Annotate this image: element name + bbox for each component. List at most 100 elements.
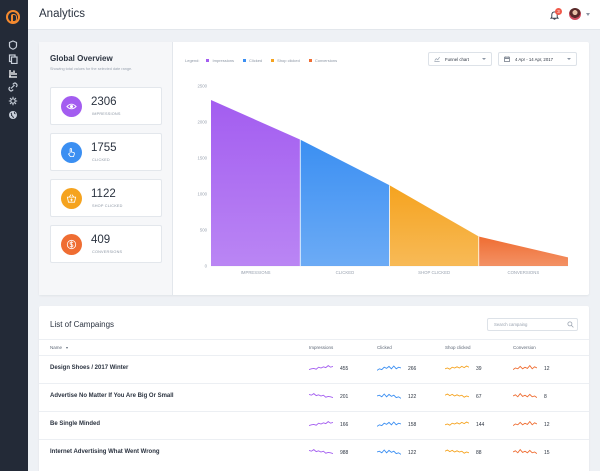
table-row[interactable]: Design Shoes / 2017 Winter 455 266 39 12 [39,355,589,383]
links-icon[interactable] [7,81,19,93]
legend-label: Shop clicked [277,58,300,63]
cell-clicked: 158 [408,422,417,428]
cell-impressions: 988 [340,450,349,456]
cell-conversion: 12 [544,366,550,372]
overview-stats-column: Global Overview Showing total values for… [39,42,173,295]
table-row[interactable]: Internet Advertising What Went Wrong 988 1… [39,439,589,467]
analytics-icon[interactable] [7,67,19,79]
stat-card-impressions[interactable]: 2306 IMPRESSIONS [50,87,162,125]
settings-icon[interactable] [7,95,19,107]
stat-label: CONVERSIONS [92,250,123,254]
x-tick-label: CLICKED [336,270,355,275]
notification-badge: 3 [555,8,562,15]
cell-impressions: 166 [340,422,349,428]
y-tick-label: 2000 [197,120,207,125]
pages-icon[interactable] [7,53,19,65]
column-header-impressions[interactable]: Impressions [309,345,334,350]
legend-item-impressions: Impressions [206,58,234,63]
dollar-icon [61,234,82,255]
legend-title: Legend: [185,58,200,63]
stat-label: CLICKED [92,158,110,162]
sparkline-clicked [377,449,401,455]
page-title: Analytics [39,8,86,20]
campaign-name[interactable]: Design Shoes / 2017 Winter [50,365,129,371]
logo-icon[interactable] [6,10,20,24]
global-overview-panel: Global Overview Showing total values for… [39,42,589,295]
funnel-segment-impressions[interactable] [211,99,301,266]
column-header-name[interactable]: Name [50,345,69,350]
cell-shop-clicked: 39 [476,366,482,372]
stat-card-clicked[interactable]: 1755 CLICKED [50,133,162,171]
column-header-label: Name [50,345,63,350]
cell-clicked: 122 [408,450,417,456]
cell-conversion: 8 [544,394,547,400]
legend-swatch [308,59,312,62]
column-header-shop-clicked[interactable]: Shop clicked [445,345,471,350]
sparkline-impressions [309,421,333,427]
stat-value: 2306 [91,96,117,108]
column-header-conversion[interactable]: Conversion [513,345,536,350]
divider [39,339,589,340]
x-tick-label: CONVERSIONS [507,270,539,275]
legend-swatch [271,59,275,62]
calendar-icon [504,56,510,62]
avatar[interactable] [569,8,581,20]
chart-legend: Legend: Impressions Clicked Shop clicked… [185,58,346,63]
campaign-name[interactable]: Internet Advertising What Went Wrong [50,449,160,455]
sparkline-conversion [513,392,537,398]
stat-card-conversions[interactable]: 409 CONVERSIONS [50,225,162,263]
legend-swatch [243,59,247,62]
table-row[interactable]: Be Single Minded 166 158 144 12 [39,411,589,439]
funnel-chart: 0 500 1000 1500 2000 2500 IMPRESSIONS CLICKED SH… [197,84,568,275]
dashboard-icon[interactable] [7,39,19,51]
chevron-down-icon [567,58,571,60]
search-icon[interactable] [567,321,574,328]
sort-caret-icon [66,346,69,349]
funnel-segment-clicked[interactable] [300,139,390,266]
sparkline-impressions [309,449,333,455]
topbar: Analytics 3 [28,0,600,30]
sparkline-shop-clicked [445,393,469,398]
stat-value: 1122 [91,188,116,200]
cell-clicked: 122 [408,394,417,400]
campaign-name[interactable]: Be Single Minded [50,421,101,427]
x-tick-label: SHOP CLICKED [418,270,450,275]
y-tick-label: 1500 [197,156,207,161]
campaign-name[interactable]: Advertise No Matter If You Are Big Or Sm… [50,393,174,399]
date-range-dropdown[interactable]: 4 Apr - 14 Apr, 2017 [498,52,577,66]
cell-shop-clicked: 67 [476,394,482,400]
chart-type-dropdown[interactable]: Funnel chart [428,52,492,66]
cell-impressions: 455 [340,366,349,372]
date-range-value: 4 Apr - 14 Apr, 2017 [515,56,553,62]
sparkline-clicked [377,365,401,371]
sparkline-conversion [513,420,537,426]
y-tick-label: 2500 [197,84,207,89]
legend-swatch [206,59,210,62]
stat-card-shop-clicked[interactable]: 1122 SHOP CLICKED [50,179,162,217]
sparkline-impressions [309,365,333,371]
sparkline-conversion [513,364,537,370]
cell-conversion: 15 [544,450,550,456]
funnel-segment-shop-clicked[interactable] [389,185,479,266]
y-tick-label: 1000 [197,192,207,197]
shopping-basket-icon [61,188,82,209]
chart-icon [434,56,440,62]
cell-shop-clicked: 88 [476,450,482,456]
sparkline-impressions [309,393,333,399]
sparkline-shop-clicked [445,449,469,454]
table-row[interactable]: Advertise No Matter If You Are Big Or Sm… [39,383,589,411]
search-input[interactable] [487,318,578,331]
globe-icon[interactable] [7,109,19,121]
sidebar [0,0,28,471]
stat-value: 409 [91,234,111,246]
legend-label: Clicked [249,58,263,63]
column-header-clicked[interactable]: Clicked [377,345,392,350]
sparkline-shop-clicked [445,365,469,370]
funnel-segment-conversions[interactable] [478,236,568,266]
sparkline-clicked [377,393,401,399]
chevron-down-icon[interactable] [586,13,590,16]
stat-label: SHOP CLICKED [92,204,123,208]
cell-conversion: 12 [544,422,550,428]
y-tick-label: 0 [205,264,208,269]
legend-item-clicked: Clicked [243,58,262,63]
